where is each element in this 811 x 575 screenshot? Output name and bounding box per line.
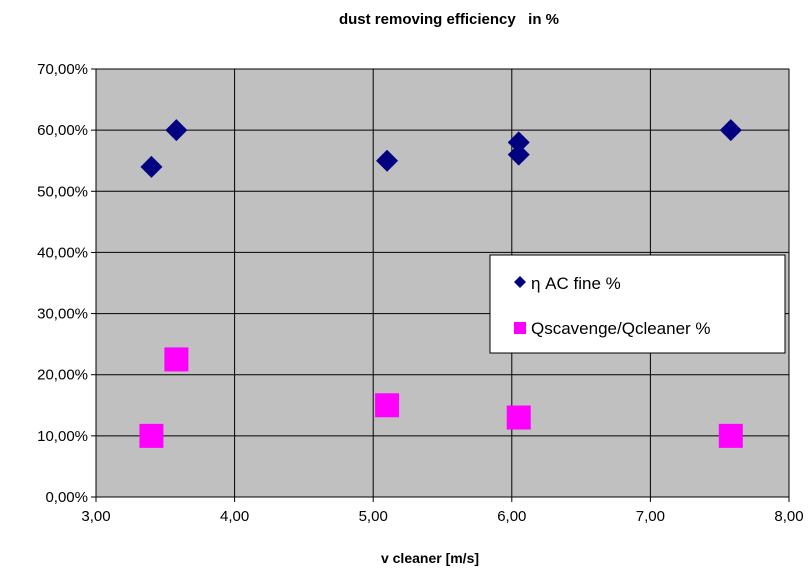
data-points [139, 119, 743, 448]
x-tick-label: 6,00 [497, 508, 526, 525]
legend-box [489, 254, 786, 354]
x-tick-label: 5,00 [359, 508, 388, 525]
diamond-point [376, 149, 399, 172]
legend-item-eta-ac-fine: η AC fine % [514, 274, 621, 293]
diamond-point [165, 119, 188, 142]
x-axis-ticks: 3,00 4,00 5,00 6,00 7,00 8,00 [81, 497, 804, 525]
y-tick-label: 0,00% [45, 489, 88, 506]
y-tick-label: 50,00% [37, 183, 88, 200]
diamond-point [507, 131, 530, 154]
y-tick-label: 40,00% [37, 244, 88, 261]
y-tick-label: 70,00% [37, 61, 88, 78]
y-tick-label: 30,00% [37, 306, 88, 323]
y-tick-label: 10,00% [37, 428, 88, 445]
legend-diamond-marker [514, 276, 526, 288]
x-tick-label: 7,00 [636, 508, 665, 525]
square-point [164, 347, 189, 372]
x-tick-label: 8,00 [774, 508, 803, 525]
legend: η AC fine % Qscavenge/Qcleaner % [489, 254, 786, 354]
x-tick-label: 3,00 [81, 508, 110, 525]
legend-square-marker [514, 322, 526, 334]
diamond-point [140, 155, 163, 178]
y-tick-label: 60,00% [37, 122, 88, 139]
y-tick-label: 20,00% [37, 367, 88, 384]
legend-label-eta-ac-fine: η AC fine % [531, 274, 621, 293]
x-axis-label: v cleaner [m/s] [381, 550, 479, 566]
square-point [139, 423, 164, 448]
y-axis-ticks: 0,00% 10,00% 20,00% 30,00% 40,00% 50,00% 60,00… [37, 61, 96, 506]
diamond-point [719, 119, 742, 142]
axes [95, 69, 789, 498]
square-point [506, 405, 531, 430]
square-point [718, 423, 743, 448]
legend-item-qscavenge: Qscavenge/Qcleaner % [514, 319, 711, 338]
chart-title: dust removing efficiency in % [339, 11, 559, 28]
legend-label-qscavenge: Qscavenge/Qcleaner % [531, 319, 711, 338]
diamond-point [507, 143, 530, 166]
x-tick-label: 4,00 [220, 508, 249, 525]
square-point [375, 393, 400, 418]
